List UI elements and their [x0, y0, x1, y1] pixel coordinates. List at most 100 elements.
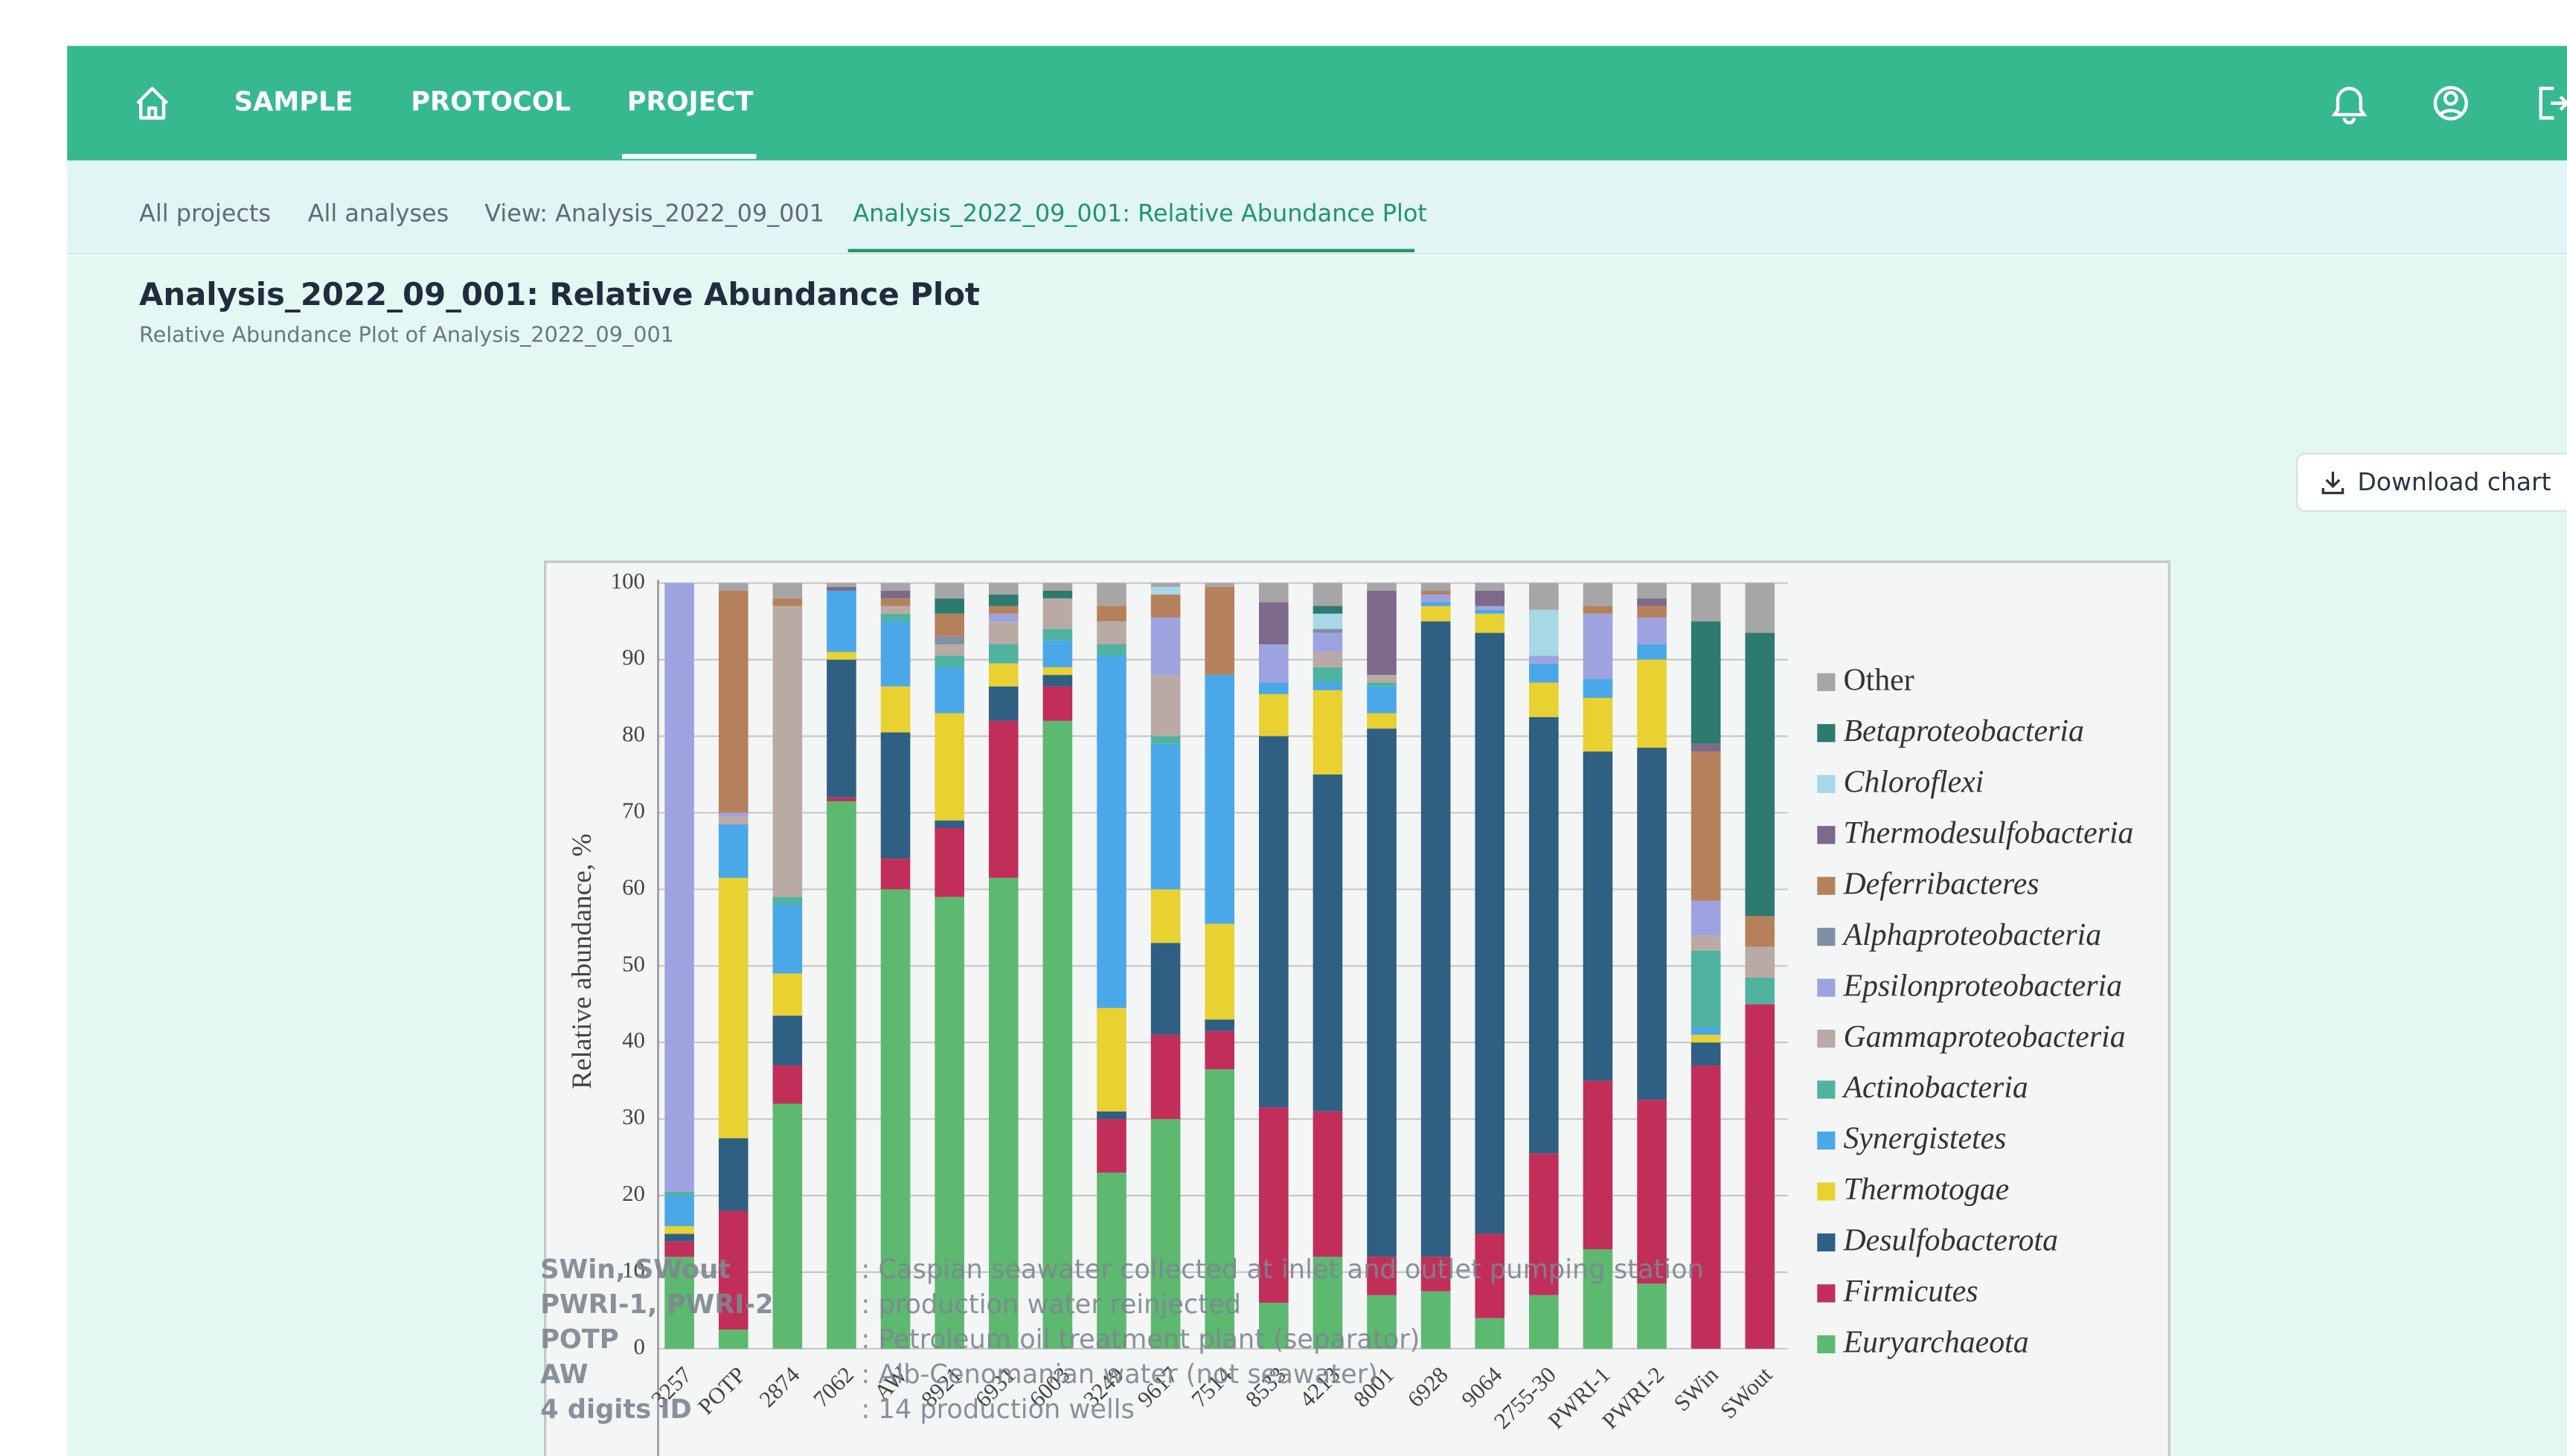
bar-segment	[1150, 736, 1181, 744]
user-body	[2438, 109, 2463, 116]
user-icon[interactable]	[2433, 86, 2468, 121]
bar-segment	[1205, 1019, 1234, 1031]
bar-segment	[935, 713, 964, 821]
bar-segment	[1367, 583, 1397, 591]
bar-segment	[1690, 621, 1721, 744]
legend-swatch	[1817, 978, 1836, 997]
bar-segment	[1205, 583, 1234, 587]
bar-segment	[988, 606, 1019, 614]
download-button[interactable]: Download chart	[2295, 452, 2567, 512]
bar-segment	[1042, 640, 1073, 667]
bar-segment	[1420, 590, 1451, 595]
bar-segment	[718, 590, 749, 813]
y-tick-label: 40	[622, 1027, 645, 1053]
bar-segment	[1042, 720, 1073, 1349]
bar-segment	[1690, 583, 1721, 622]
bar-segment	[1258, 1303, 1289, 1349]
bar-segment	[1583, 1080, 1613, 1250]
bar-segment	[772, 897, 803, 905]
bar-segment	[1529, 583, 1559, 610]
bar-segment	[1097, 621, 1127, 645]
legend-label: Actinobacteria	[1841, 1071, 2028, 1105]
bell-icon[interactable]	[2331, 86, 2368, 125]
bar-segment	[1475, 590, 1505, 606]
bar-segment	[664, 1195, 694, 1227]
home-glyph	[136, 86, 168, 120]
bar-segment	[1690, 900, 1721, 936]
bar-segment	[827, 652, 856, 660]
legend-swatch	[1817, 928, 1836, 946]
nav-item[interactable]: PROJECT	[627, 87, 754, 118]
bar-segment	[1637, 747, 1667, 1100]
legend-label: Gammaproteobacteria	[1843, 1020, 2125, 1054]
bar-segment	[1420, 602, 1451, 606]
bar-segment	[1258, 583, 1289, 603]
page-subtitle: Relative Abundance Plot of Analysis_2022…	[139, 321, 674, 347]
bar-segment	[772, 583, 803, 599]
bar-segment	[1475, 1318, 1505, 1349]
bar-segment	[1313, 667, 1343, 683]
bar-segment	[935, 644, 964, 656]
bar-segment	[1529, 716, 1559, 1154]
bar-segment	[1420, 606, 1451, 622]
bar-segment	[1475, 613, 1505, 633]
bar-segment	[935, 613, 964, 637]
user-circle	[2433, 86, 2468, 121]
bar-segment	[1313, 1111, 1343, 1257]
bar-segment	[1420, 1291, 1451, 1349]
legend-label: Deferribacteres	[1842, 867, 2039, 901]
bar-segment	[1637, 583, 1667, 599]
bar-segment	[772, 973, 803, 1016]
bar-segment	[1367, 682, 1397, 687]
breadcrumb[interactable]: All projects	[139, 199, 271, 227]
legend-label: Alphaproteobacteria	[1841, 918, 2101, 952]
page-title: Analysis_2022_09_001: Relative Abundance…	[139, 276, 980, 312]
y-tick-label: 50	[622, 951, 645, 976]
bar-segment	[880, 583, 911, 591]
bar-segment	[1097, 1173, 1127, 1349]
bar-segment	[935, 897, 964, 1349]
bar-segment	[664, 1191, 694, 1196]
bar-segment	[988, 686, 1019, 721]
breadcrumb[interactable]: Analysis_2022_09_001: Relative Abundance…	[853, 199, 1427, 227]
bar-segment	[1637, 598, 1667, 606]
bar-segment	[1367, 728, 1397, 1257]
bar-segment	[1150, 1119, 1181, 1349]
bar-segment	[664, 583, 694, 1192]
bar-segment	[1097, 606, 1127, 622]
legend-swatch	[1817, 1029, 1836, 1048]
logout-icon[interactable]	[2539, 86, 2567, 120]
bar-segment	[1637, 617, 1667, 645]
bar-segment	[827, 583, 856, 587]
breadcrumb[interactable]: All analyses	[308, 199, 449, 227]
breadcrumb[interactable]: View: Analysis_2022_09_001	[484, 199, 824, 227]
ui-layer: SAMPLE PROTOCOL PROJECT All projects All ana…	[139, 87, 1427, 253]
bar-segment	[718, 812, 749, 817]
y-axis-label: Relative abundance, %	[567, 833, 597, 1089]
bar-segment	[1690, 1042, 1721, 1066]
legend-label: Thermodesulfobacteria	[1843, 816, 2133, 850]
home-icon[interactable]	[136, 86, 168, 120]
annotation-text: : production water reinjected	[861, 1289, 1241, 1320]
bar-segment	[1097, 1007, 1127, 1112]
bar-segment	[1042, 667, 1073, 676]
bar-segment	[935, 820, 964, 829]
bar-segment	[1205, 586, 1234, 676]
bar-segment	[1529, 1295, 1559, 1349]
bar-segment	[1097, 583, 1127, 606]
bar-segment	[718, 1330, 749, 1349]
annotation-text: : Petroleum oil treatment plant (separat…	[861, 1324, 1420, 1355]
legend-label: Desulfobacterota	[1842, 1224, 2058, 1258]
nav-item[interactable]: PROTOCOL	[411, 87, 571, 118]
bar-segment	[1745, 632, 1775, 917]
bar-segment	[1583, 613, 1613, 679]
nav-item[interactable]: SAMPLE	[234, 87, 353, 118]
bar-segment	[1690, 1027, 1721, 1035]
bar-segment	[1690, 1034, 1721, 1043]
bar-segment	[880, 732, 911, 859]
bar-segment	[1150, 594, 1181, 618]
bar-segment	[1583, 606, 1613, 614]
bar-segment	[772, 598, 803, 606]
chart-frame	[544, 560, 2170, 1456]
